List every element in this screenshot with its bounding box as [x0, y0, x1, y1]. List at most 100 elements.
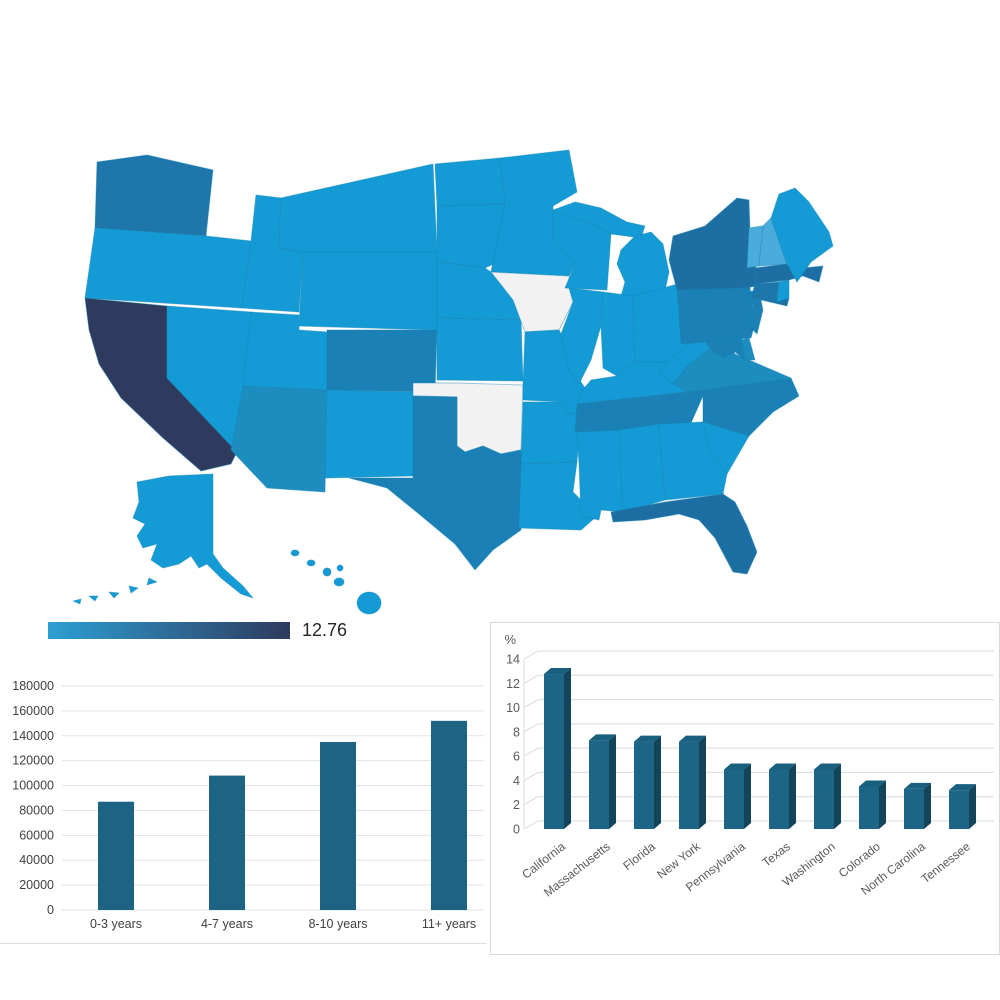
y-tick-label: 8	[513, 725, 520, 739]
state-FL	[610, 493, 758, 575]
y-tick-label: 4	[513, 774, 520, 788]
bar-massachusetts	[589, 740, 609, 829]
map-color-legend: 12.76	[48, 620, 347, 641]
state-ND	[434, 157, 506, 207]
bar-colorado	[859, 786, 879, 829]
y-tick-label: 14	[506, 653, 520, 667]
y-tick-label: 12	[506, 677, 520, 691]
bar-tennessee	[949, 790, 969, 829]
bar-top-massachusetts	[589, 734, 616, 741]
bar-side-tennessee	[969, 784, 976, 829]
y-tick-label: 100000	[12, 779, 54, 793]
state-SC	[702, 421, 750, 475]
x-category-label: 8-10 years	[308, 917, 367, 931]
bar-4-7-years	[209, 775, 245, 910]
bar-top-florida	[634, 735, 661, 742]
pct-y-axis-labels: % 0 2 4 6 8 10 12 14	[504, 632, 520, 837]
pct-bars	[544, 668, 976, 829]
gridline-depth-connector	[523, 820, 539, 830]
bar-top-new-york	[679, 735, 706, 742]
state-IN	[600, 291, 636, 377]
y-tick-label: 180000	[12, 679, 54, 693]
bar-california	[544, 674, 564, 829]
gridline-depth-connector	[523, 771, 539, 781]
state-NM	[324, 389, 414, 479]
y-tick-label: 40000	[19, 853, 54, 867]
y-tick-label: 160000	[12, 704, 54, 718]
state-AL	[618, 423, 666, 517]
bar-side-texas	[789, 763, 796, 829]
tenure-x-axis-labels: 0-3 years 4-7 years 8-10 years 11+ years	[90, 917, 476, 931]
y-tick-label: 2	[513, 798, 520, 812]
y-tick-label: 0	[47, 903, 54, 917]
bar-north-carolina	[904, 788, 924, 829]
bar-florida	[634, 741, 654, 829]
bar-side-california	[564, 668, 571, 829]
state-NC	[686, 377, 800, 437]
y-tick-label: 140000	[12, 729, 54, 743]
x-category-label: 4-7 years	[201, 917, 253, 931]
state-OR	[84, 227, 252, 309]
bar-texas	[769, 769, 789, 829]
bar-top-tennessee	[949, 784, 976, 791]
state-HI	[290, 549, 382, 615]
gridline-depth-connector	[523, 699, 539, 709]
bar-top-pennsylvania	[724, 763, 751, 770]
bar-washington	[814, 769, 834, 829]
y-tick-label: 10	[506, 701, 520, 715]
bar-new-york	[679, 741, 699, 829]
y-axis-title: %	[504, 632, 516, 647]
tenure-bar-chart-svg: 0 20000 40000 60000 80000 100000 120000 140000 1…	[0, 679, 487, 944]
bar-side-new-york	[699, 735, 706, 829]
legend-gradient-bar	[48, 622, 290, 639]
bar-side-north-carolina	[924, 782, 931, 829]
bar-8-10-years	[320, 742, 356, 910]
state-RI	[776, 279, 790, 303]
state-ME	[770, 187, 834, 283]
bar-pennsylvania	[724, 769, 744, 829]
bar-top-california	[544, 668, 571, 675]
legend-max-label: 12.76	[302, 620, 348, 640]
y-tick-label: 60000	[19, 828, 54, 842]
tenure-bars	[98, 720, 467, 910]
bar-11-years	[431, 720, 467, 910]
y-tick-label: 20000	[19, 878, 54, 892]
bar-top-washington	[814, 763, 841, 770]
state-TN	[574, 391, 704, 433]
bar-top-texas	[769, 763, 796, 770]
bar-top-colorado	[859, 780, 886, 787]
map-states	[72, 149, 834, 615]
bar-0-3-years	[98, 801, 134, 910]
bar-side-pennsylvania	[744, 763, 751, 829]
state-TX	[348, 395, 524, 571]
state-WA	[94, 154, 214, 237]
bar-top-north-carolina	[904, 782, 931, 789]
y-tick-label: 80000	[19, 803, 54, 817]
x-category-label: 11+ years	[422, 917, 476, 931]
gridline-depth-connector	[523, 796, 539, 806]
bar-side-washington	[834, 763, 841, 829]
bar-side-florida	[654, 735, 661, 829]
us-map-svg	[72, 149, 834, 615]
y-tick-label: 120000	[12, 754, 54, 768]
state-MS	[576, 429, 624, 521]
y-tick-label: 0	[513, 823, 520, 837]
state-AZ	[230, 385, 328, 493]
gridline-depth-connector	[523, 674, 539, 684]
state-WY	[298, 251, 438, 331]
tenure-y-axis-labels: 0 20000 40000 60000 80000 100000 120000 140000 1…	[12, 679, 54, 917]
bar-side-colorado	[879, 780, 886, 829]
gridline-depth-connector	[523, 723, 539, 733]
us-choropleth-map	[45, 140, 875, 630]
state-percentage-3d-bar-chart: % 0 2 4 6 8 10 12 14 California Massachusetts Flori…	[490, 622, 1000, 955]
state-MT	[278, 163, 438, 253]
y-tick-label: 6	[513, 750, 520, 764]
gridline-depth-connector	[523, 650, 539, 660]
state-KS	[436, 317, 524, 382]
state-CT	[750, 281, 780, 303]
state-AK	[72, 473, 254, 605]
state-IL	[560, 287, 604, 385]
x-category-label: 0-3 years	[90, 917, 142, 931]
state-MD	[704, 335, 746, 361]
